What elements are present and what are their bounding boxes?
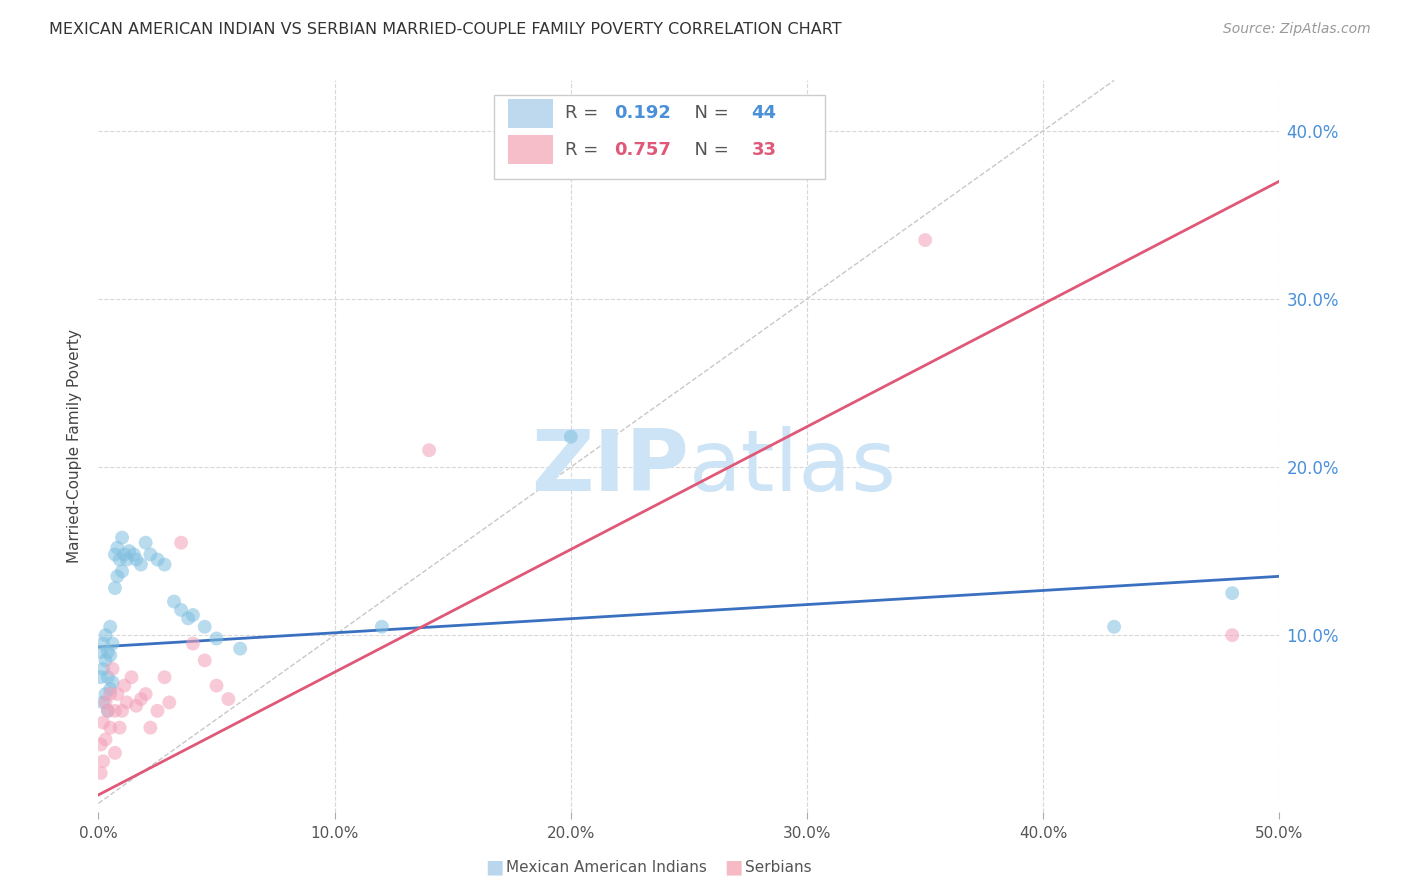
Point — [111, 564, 134, 578]
Point — [90, 738, 112, 752]
Point — [91, 715, 114, 730]
Point — [560, 430, 582, 444]
Point — [153, 558, 176, 572]
Text: R =: R = — [565, 141, 605, 159]
Point — [105, 541, 128, 555]
Text: 0.192: 0.192 — [614, 104, 672, 122]
Point — [111, 704, 134, 718]
Point — [98, 648, 121, 663]
Text: Mexican American Indians: Mexican American Indians — [506, 860, 707, 874]
Point — [125, 698, 148, 713]
Point — [1102, 620, 1125, 634]
Point — [97, 645, 120, 659]
Point — [104, 746, 127, 760]
Point — [98, 620, 121, 634]
Point — [170, 603, 193, 617]
Point — [205, 679, 228, 693]
Point — [371, 620, 394, 634]
Point — [112, 679, 135, 693]
Point — [112, 548, 135, 562]
Text: ZIP: ZIP — [531, 426, 689, 509]
Point — [914, 233, 936, 247]
Point — [181, 607, 204, 622]
Point — [90, 645, 112, 659]
Text: Serbians: Serbians — [745, 860, 811, 874]
Point — [229, 641, 252, 656]
Point — [129, 558, 152, 572]
Point — [194, 653, 217, 667]
FancyBboxPatch shape — [508, 99, 553, 128]
Point — [98, 681, 121, 696]
Point — [104, 704, 127, 718]
Point — [90, 670, 112, 684]
Text: MEXICAN AMERICAN INDIAN VS SERBIAN MARRIED-COUPLE FAMILY POVERTY CORRELATION CHA: MEXICAN AMERICAN INDIAN VS SERBIAN MARRI… — [49, 22, 842, 37]
Point — [98, 687, 121, 701]
Point — [139, 721, 162, 735]
Text: R =: R = — [565, 104, 605, 122]
Point — [94, 653, 117, 667]
Point — [135, 687, 157, 701]
Y-axis label: Married-Couple Family Poverty: Married-Couple Family Poverty — [67, 329, 83, 563]
Point — [101, 675, 124, 690]
Point — [146, 552, 169, 566]
Point — [101, 662, 124, 676]
Point — [108, 552, 131, 566]
Point — [125, 552, 148, 566]
Text: 44: 44 — [752, 104, 776, 122]
Point — [146, 704, 169, 718]
Point — [98, 721, 121, 735]
Text: 33: 33 — [752, 141, 776, 159]
Point — [94, 687, 117, 701]
Point — [118, 544, 141, 558]
Text: ■: ■ — [485, 857, 503, 877]
Point — [129, 692, 152, 706]
Point — [105, 569, 128, 583]
Point — [217, 692, 239, 706]
Point — [170, 535, 193, 549]
Point — [101, 636, 124, 650]
Point — [91, 695, 114, 709]
Text: N =: N = — [683, 104, 734, 122]
Point — [163, 594, 186, 608]
Point — [205, 632, 228, 646]
Point — [91, 754, 114, 768]
FancyBboxPatch shape — [508, 135, 553, 164]
Point — [1220, 586, 1243, 600]
Point — [104, 581, 127, 595]
Point — [97, 704, 120, 718]
Point — [97, 704, 120, 718]
Point — [157, 695, 180, 709]
Text: 0.757: 0.757 — [614, 141, 672, 159]
Point — [108, 721, 131, 735]
Point — [105, 687, 128, 701]
Point — [153, 670, 176, 684]
Point — [104, 548, 127, 562]
Text: Source: ZipAtlas.com: Source: ZipAtlas.com — [1223, 22, 1371, 37]
Point — [122, 548, 145, 562]
Point — [135, 535, 157, 549]
FancyBboxPatch shape — [494, 95, 825, 179]
Point — [111, 531, 134, 545]
Point — [1220, 628, 1243, 642]
Point — [97, 670, 120, 684]
Point — [90, 766, 112, 780]
Point — [115, 695, 138, 709]
Point — [94, 695, 117, 709]
Point — [91, 662, 114, 676]
Point — [418, 443, 440, 458]
Point — [94, 628, 117, 642]
Point — [194, 620, 217, 634]
Point — [91, 636, 114, 650]
Point — [94, 732, 117, 747]
Point — [115, 552, 138, 566]
Text: N =: N = — [683, 141, 734, 159]
Point — [177, 611, 200, 625]
Text: ■: ■ — [724, 857, 742, 877]
Point — [139, 548, 162, 562]
Point — [181, 636, 204, 650]
Text: atlas: atlas — [689, 426, 897, 509]
Point — [121, 670, 143, 684]
